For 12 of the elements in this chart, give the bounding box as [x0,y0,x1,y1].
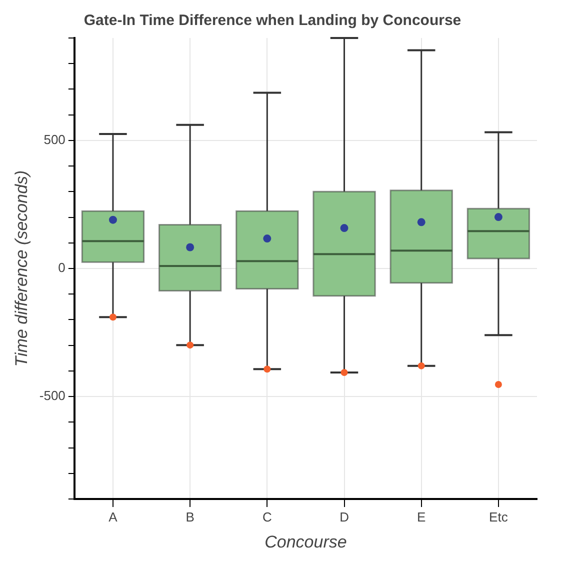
chart-title: Gate-In Time Difference when Landing by Concourse [84,12,462,30]
x-axis-title: Concourse [264,532,347,552]
y-tick-label: 500 [44,132,66,148]
y-axis-title: Time difference (seconds) [12,170,31,367]
x-tick-label: C [262,509,272,524]
x-tick-label: D [340,509,349,524]
x-tick-label: E [417,509,426,524]
y-tick-label: -500 [39,388,66,404]
x-tick-label: Etc [489,509,508,524]
x-tick-label: B [186,509,194,524]
y-tick-label: 0 [58,260,66,276]
x-tick-label: A [108,509,118,524]
